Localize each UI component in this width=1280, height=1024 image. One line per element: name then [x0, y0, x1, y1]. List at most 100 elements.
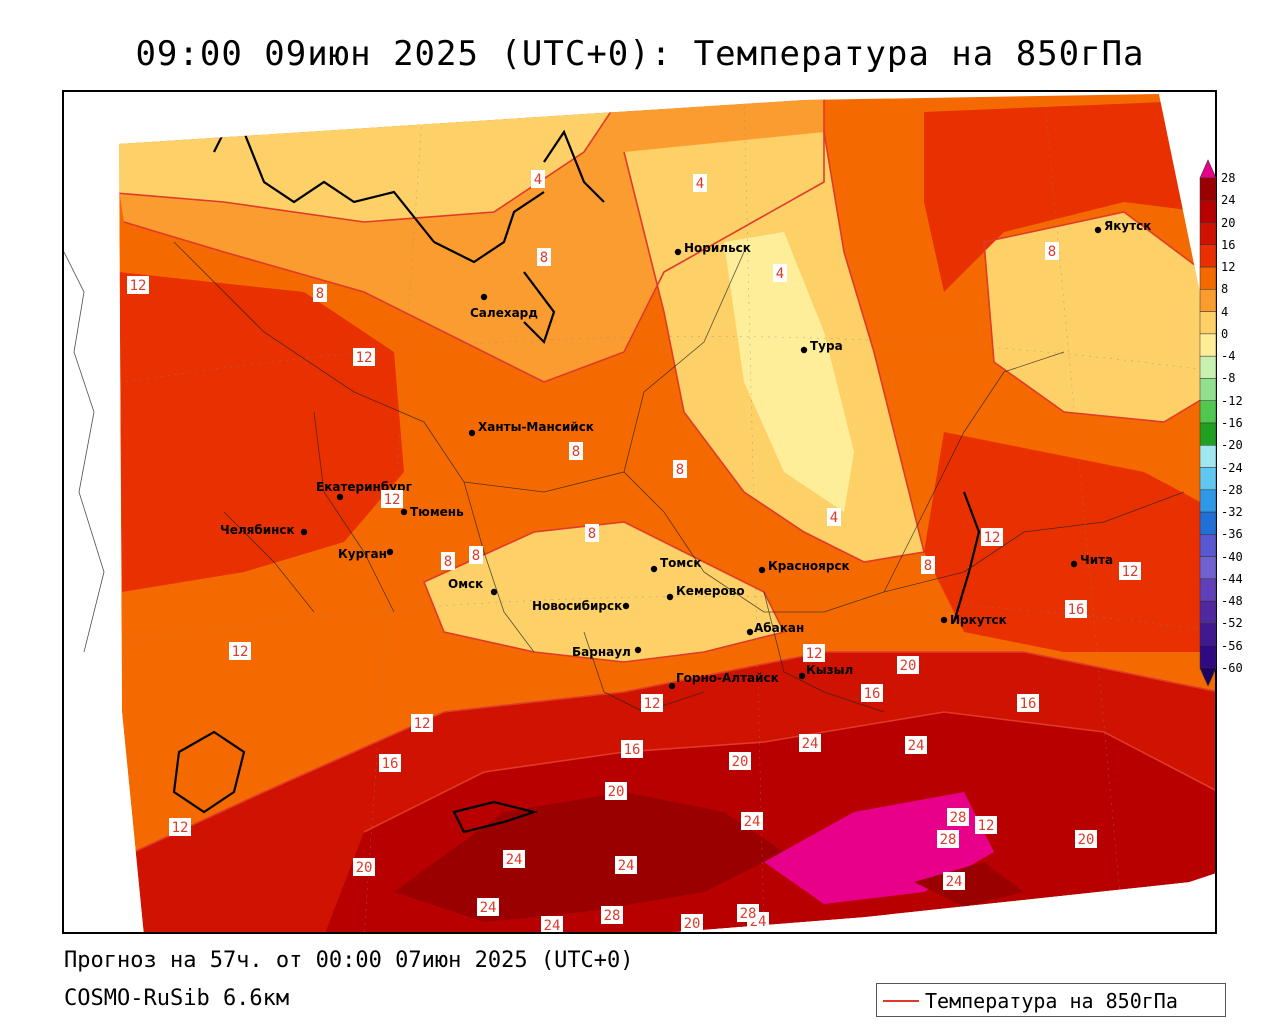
scale-swatch [1199, 244, 1217, 268]
scale-swatch [1199, 645, 1217, 669]
city-label: Томск [660, 556, 702, 570]
city-label: Ханты-Мансийск [478, 420, 594, 434]
scale-arrow-top [1199, 159, 1217, 179]
temperature-map: Норильск Якутск Салехард Тура Ханты-Мансийск… [62, 90, 1217, 934]
city-dot [746, 628, 754, 636]
isotherm-label: 4 [696, 176, 704, 192]
scale-label: -48 [1221, 594, 1243, 609]
isotherm-label-bg [381, 490, 403, 508]
map-legend: Температура на 850гПа [876, 983, 1226, 1017]
isotherm-label-bg [827, 508, 841, 526]
city-label: Курган [338, 547, 387, 561]
isotherm-label-bg [773, 264, 787, 282]
scale-label: 28 [1221, 171, 1236, 185]
city-dot [400, 508, 408, 516]
city-label: Тюмень [410, 505, 464, 519]
isotherm-label: 24 [908, 738, 925, 754]
isotherm-label-bg [737, 904, 759, 922]
isotherm-label: 8 [444, 554, 452, 570]
isotherm-label: 8 [316, 286, 324, 302]
isotherm-label: 16 [382, 756, 399, 772]
city-dot [666, 593, 674, 601]
city-dot [800, 346, 808, 354]
scale-label: 4 [1221, 304, 1229, 319]
color-scale [1199, 159, 1217, 687]
city-dot [1070, 560, 1078, 568]
isotherm-label: 20 [608, 784, 625, 800]
scale-label: -16 [1221, 416, 1243, 430]
isotherm-label-bg [531, 170, 545, 188]
city-label: Тура [810, 339, 843, 353]
isotherm-label-bg [169, 818, 191, 836]
isotherm-label-bg [441, 552, 455, 570]
isotherm-label-bg [1119, 562, 1141, 580]
scale-label: -4 [1221, 349, 1236, 364]
graticule [119, 94, 1215, 932]
scale-label: -28 [1221, 482, 1243, 497]
city-label: Якутск [1104, 219, 1151, 233]
isotherm-label: 20 [900, 658, 917, 674]
isotherm-label: 24 [744, 814, 761, 830]
temp-band-0-central [724, 232, 854, 512]
temp-band-16-baikal [924, 432, 1215, 652]
isotherm-label: 4 [534, 172, 542, 188]
isotherm-label: 16 [624, 742, 641, 758]
scale-swatch [1199, 266, 1217, 290]
scale-swatch [1199, 511, 1217, 535]
scale-label: 20 [1221, 215, 1236, 230]
isotherm-label-bg [229, 642, 251, 660]
city-dot [622, 602, 630, 610]
scale-swatch [1199, 489, 1217, 513]
city-label: Иркутск [950, 613, 1007, 627]
scale-label: 8 [1221, 282, 1229, 297]
isotherm-label-bg [353, 858, 375, 876]
scale-swatch [1199, 333, 1217, 357]
isotherm-label: 4 [830, 510, 838, 526]
scale-label: 16 [1221, 237, 1236, 252]
isotherm-label: 12 [644, 696, 661, 712]
scale-label: -32 [1221, 505, 1243, 520]
isotherm-label: 24 [618, 858, 635, 874]
legend-label: Температура на 850гПа [925, 989, 1178, 1013]
isotherm-label: 20 [1078, 832, 1095, 848]
isotherm-label-bg [537, 248, 551, 266]
isotherm-label-bg [729, 752, 751, 770]
city-dot [634, 646, 642, 654]
isotherm-label-bg [937, 830, 959, 848]
isotherm-label-bg [605, 782, 627, 800]
isotherm-label-bg [621, 740, 643, 758]
isotherm-label-bg [1045, 242, 1059, 260]
isotherm-label: 20 [356, 860, 373, 876]
scale-swatch [1199, 467, 1217, 491]
isotherm-label: 16 [864, 686, 881, 702]
isotherm-label: 20 [684, 916, 701, 932]
scale-swatch [1199, 556, 1217, 580]
city-label: Новосибирск [532, 599, 622, 613]
isotherm-label-bg [641, 694, 663, 712]
scale-label: -20 [1221, 438, 1243, 453]
city-dot [336, 493, 344, 501]
isotherm-label: 8 [572, 444, 580, 460]
isotherm-label-bg [975, 816, 997, 834]
city-dot [668, 682, 676, 690]
admin-borders [173, 241, 1185, 713]
scale-swatch [1199, 400, 1217, 424]
isotherm-label-bg [379, 754, 401, 772]
isotherm-label-bg [741, 812, 763, 830]
isotherm-label: 8 [540, 250, 548, 266]
scale-swatch [1199, 200, 1217, 223]
map-canvas: Норильск Якутск Салехард Тура Ханты-Мансийск… [64, 92, 1215, 932]
scale-label: -40 [1221, 549, 1243, 564]
isotherm-label-bg [905, 736, 927, 754]
city-label: Барнаул [572, 645, 631, 659]
isotherm-label: 8 [1048, 244, 1056, 260]
temp-band-16-northeast [924, 102, 1204, 292]
isotherm-label-bg [981, 528, 1003, 546]
isotherm-label-bg [921, 556, 935, 574]
scale-swatch [1199, 623, 1217, 646]
model-name: COSMO-RuSib 6.6км [64, 986, 290, 1011]
city-label: Челябинск [220, 523, 295, 537]
isotherm-label-bg [943, 872, 965, 890]
city-dot [300, 528, 308, 536]
scale-label: 24 [1221, 193, 1236, 208]
